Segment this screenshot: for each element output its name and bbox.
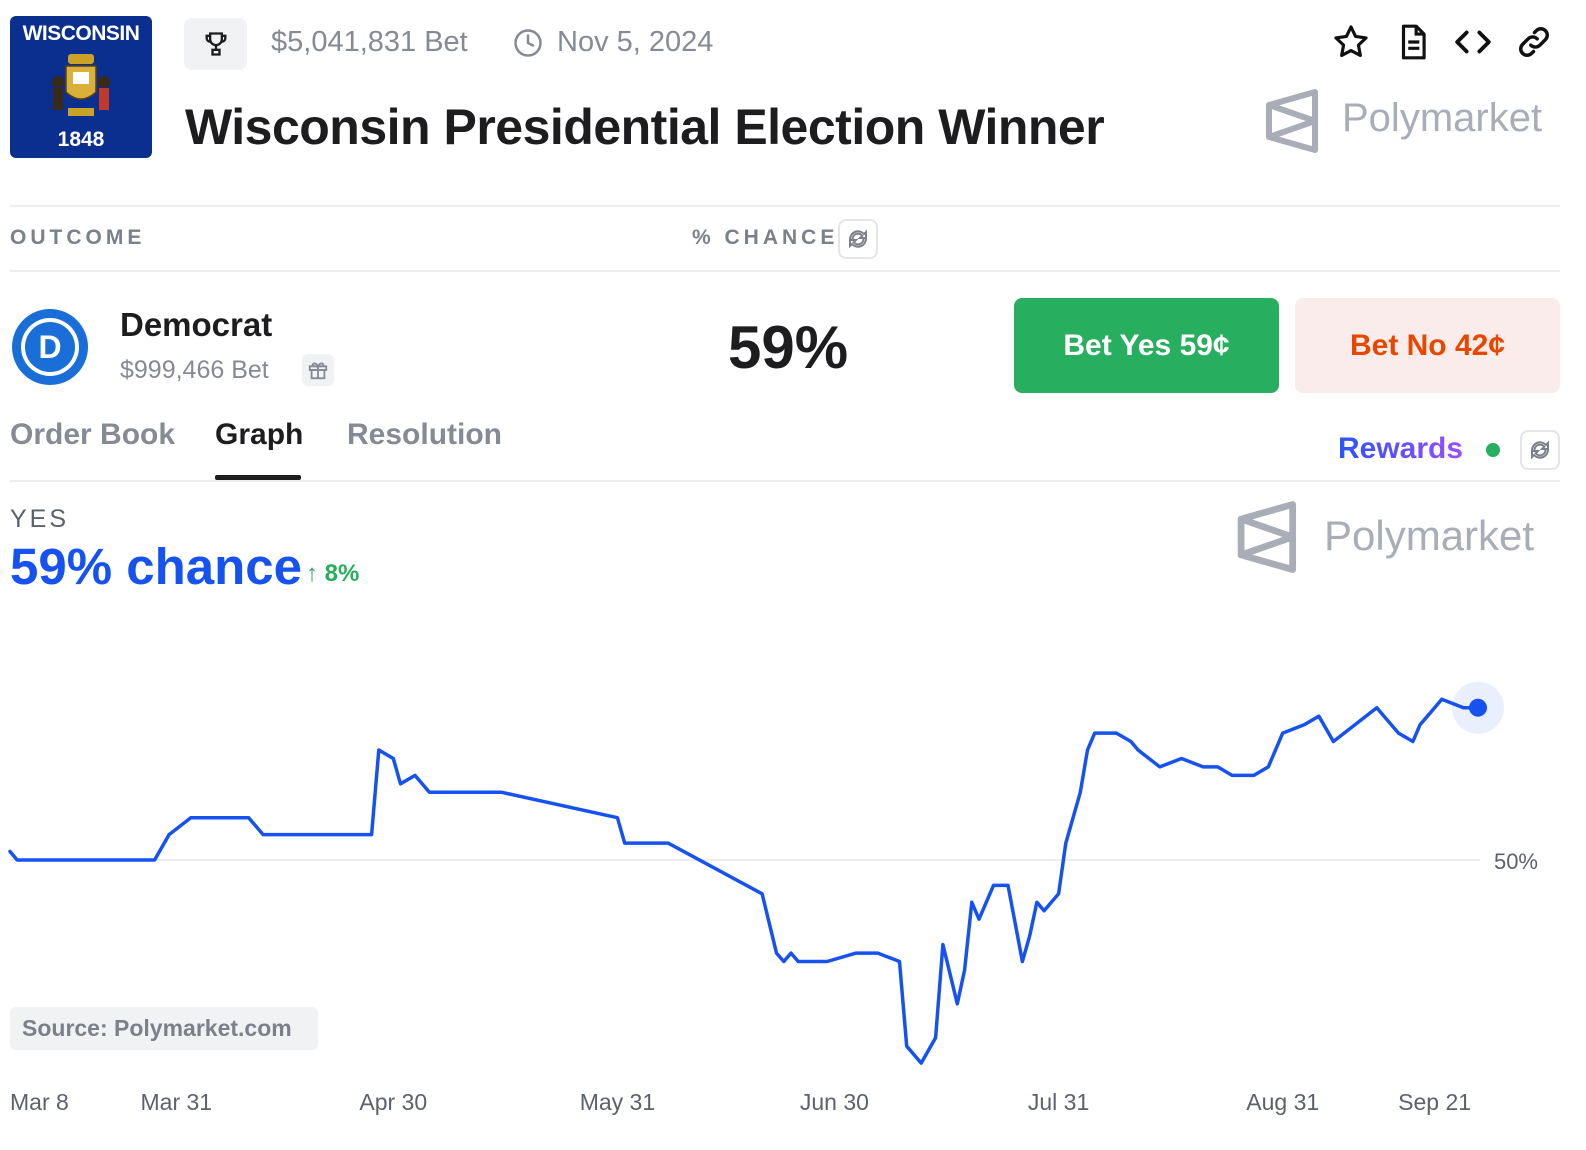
trophy-button[interactable]: [184, 18, 247, 70]
chance-column-header: % CHANCE: [692, 226, 839, 249]
rewards-status-dot: [1486, 443, 1500, 457]
clock-icon: [514, 29, 542, 57]
gift-button[interactable]: [302, 354, 334, 386]
refresh-icon: [1531, 440, 1549, 460]
divider: [10, 205, 1560, 207]
tab-order-book[interactable]: Order Book: [10, 418, 176, 451]
source-label: Source: Polymarket.com: [10, 1007, 318, 1050]
active-tab-indicator: [215, 475, 301, 480]
divider: [10, 480, 1560, 482]
trophy-icon: [205, 32, 226, 56]
outcome-name: Democrat: [120, 306, 273, 343]
x-tick-label: Jun 30: [800, 1089, 869, 1115]
x-tick-label: Sep 21: [1398, 1089, 1471, 1115]
market-volume: $5,041,831 Bet: [271, 26, 468, 58]
polymarket-mark-icon: [1266, 89, 1318, 153]
polymarket-mark-icon: [1237, 501, 1297, 573]
link-icon[interactable]: [1515, 23, 1553, 61]
y-tick-label: 50%: [1494, 849, 1538, 874]
page-title: Wisconsin Presidential Election Winner: [185, 99, 1105, 155]
embed-code-icon[interactable]: [1454, 23, 1492, 61]
series-line: [8, 697, 1480, 1065]
flag-bottom-text: 1848: [57, 128, 105, 151]
tab-resolution[interactable]: Resolution: [347, 418, 502, 451]
probability-chart: 50% Mar 8 Mar 31 Apr 30 May 31 Jun 30 Jul 31 Au…: [8, 681, 1538, 1115]
gift-icon: [308, 362, 328, 380]
bet-yes-button[interactable]: Bet Yes 59¢: [1014, 298, 1279, 393]
wisconsin-flag-icon: WISCONSIN 1848: [10, 16, 152, 158]
end-point-marker: [1469, 698, 1487, 717]
market-header: WISCONSIN 1848 $5,041,831 Bet Nov 5, 202…: [10, 16, 1560, 161]
market-end-date: Nov 5, 2024: [557, 26, 714, 58]
democrat-logo-letter: D: [38, 329, 61, 365]
x-tick-label: May 31: [580, 1089, 655, 1115]
refresh-button[interactable]: [838, 219, 878, 259]
graph-chance-text: 59% chance: [10, 538, 303, 595]
document-icon[interactable]: [1394, 23, 1432, 61]
x-tick-label: Mar 31: [141, 1089, 213, 1115]
outcome-column-header: OUTCOME: [10, 226, 146, 249]
polymarket-wordmark: Polymarket: [1342, 96, 1543, 140]
polymarket-logo: Polymarket: [1255, 86, 1555, 156]
polymarket-wordmark: Polymarket: [1324, 512, 1535, 559]
x-tick-label: Aug 31: [1246, 1089, 1319, 1115]
x-tick-label: Apr 30: [359, 1089, 427, 1115]
rewards-refresh-button[interactable]: [1520, 430, 1560, 470]
democrat-logo-icon: D: [12, 309, 88, 385]
star-icon[interactable]: [1332, 23, 1370, 61]
divider: [10, 270, 1560, 272]
polymarket-watermark: Polymarket: [1236, 500, 1556, 576]
coat-of-arms-icon: [52, 54, 110, 116]
rewards-link[interactable]: Rewards: [1338, 432, 1464, 465]
tab-graph[interactable]: Graph: [215, 418, 304, 451]
flag-top-text: WISCONSIN: [22, 22, 140, 45]
x-tick-label: Mar 8: [10, 1089, 69, 1115]
refresh-icon: [849, 229, 867, 249]
bet-no-button[interactable]: Bet No 42¢: [1295, 298, 1560, 393]
outcome-volume: $999,466 Bet: [120, 356, 269, 384]
graph-delta: ↑ 8%: [306, 560, 360, 587]
x-tick-label: Jul 31: [1028, 1089, 1089, 1115]
graph-side-label: YES: [10, 505, 70, 533]
outcome-chance: 59%: [728, 314, 849, 381]
